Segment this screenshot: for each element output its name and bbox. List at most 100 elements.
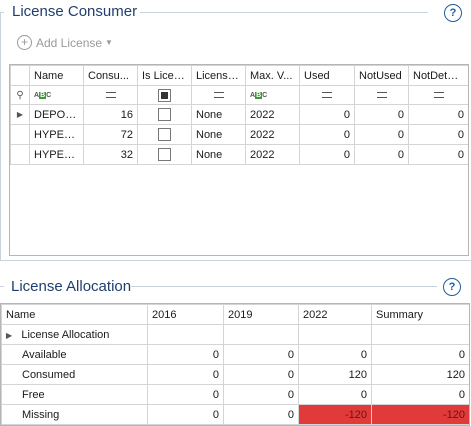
filter-not-used[interactable] <box>354 85 409 105</box>
column-header-summary[interactable]: Summary <box>371 304 469 325</box>
cell-2016[interactable]: 0 <box>147 384 224 405</box>
cell-name[interactable]: DEPOTS <box>29 104 84 125</box>
cell-2022[interactable]: 0 <box>298 384 372 405</box>
group-label: License Allocation <box>21 328 110 341</box>
cell-consumed[interactable]: 16 <box>83 104 138 125</box>
add-license-button[interactable]: + Add License ▼ <box>17 35 113 50</box>
cell-max-version[interactable]: 2022 <box>245 124 300 145</box>
cell-2016[interactable]: 0 <box>147 404 224 425</box>
license-consumer-section: License Consumer ? + Add License ▼ Name … <box>0 3 471 261</box>
plus-circle-icon: + <box>17 35 32 50</box>
allocation-grid: Name 2016 2019 2022 Summary ▶ License Al… <box>0 303 470 426</box>
cell-2019[interactable]: 0 <box>223 404 299 425</box>
equals-icon <box>213 92 224 98</box>
group-cell-summary <box>371 324 469 345</box>
filter-is-licensed[interactable] <box>137 85 192 105</box>
filter-name[interactable]: ABC <box>29 85 84 105</box>
cell-not-used[interactable]: 0 <box>354 144 409 165</box>
column-header-max-version[interactable]: Max. V... <box>245 65 300 86</box>
cell-2022[interactable]: 120 <box>298 364 372 385</box>
column-header-used[interactable]: Used <box>299 65 355 86</box>
cell-license[interactable]: None <box>191 144 246 165</box>
row-indicator <box>10 124 30 145</box>
cell-not-determined[interactable]: 0 <box>408 124 468 145</box>
table-row[interactable]: Free 0 0 0 0 <box>1 384 469 405</box>
filter-consumed[interactable] <box>83 85 138 105</box>
cell-consumed[interactable]: 72 <box>83 124 138 145</box>
column-header-2016[interactable]: 2016 <box>147 304 224 325</box>
equals-icon <box>105 92 116 98</box>
cell-summary[interactable]: 0 <box>371 384 469 405</box>
cell-license[interactable]: None <box>191 104 246 125</box>
group-cell-2022 <box>298 324 372 345</box>
table-row[interactable]: Available 0 0 0 0 <box>1 344 469 365</box>
cell-summary[interactable]: 120 <box>371 364 469 385</box>
filter-row: ⚲ ABC ABC <box>10 85 468 105</box>
cell-consumed[interactable]: 32 <box>83 144 138 165</box>
group-row-label[interactable]: ▶ License Allocation <box>1 324 148 345</box>
consumer-header-row: Name Consu... Is Licen... License... Max… <box>10 65 468 86</box>
help-icon[interactable]: ? <box>443 278 461 296</box>
table-row[interactable]: Consumed 0 0 120 120 <box>1 364 469 385</box>
cell-2019[interactable]: 0 <box>223 384 299 405</box>
cell-name[interactable]: HYPERV2 <box>29 144 84 165</box>
group-row[interactable]: ▶ License Allocation <box>1 324 469 345</box>
table-row[interactable]: Missing 0 0 -120 -120 <box>1 404 469 425</box>
consumer-table: Name Consu... Is Licen... License... Max… <box>10 65 468 165</box>
column-header-name[interactable]: Name <box>1 304 148 325</box>
cell-2019[interactable]: 0 <box>223 364 299 385</box>
row-indicator <box>10 144 30 165</box>
cell-is-licensed[interactable] <box>137 104 192 125</box>
table-row[interactable]: ▶ DEPOTS 16 None 2022 0 0 0 <box>10 104 468 125</box>
cell-not-used[interactable]: 0 <box>354 124 409 145</box>
row-indicator-header <box>10 65 30 86</box>
cell-name[interactable]: Missing <box>1 404 148 425</box>
help-icon[interactable]: ? <box>444 4 462 22</box>
cell-used[interactable]: 0 <box>299 144 355 165</box>
column-header-consumed[interactable]: Consu... <box>83 65 138 86</box>
cell-not-determined[interactable]: 0 <box>408 144 468 165</box>
table-row[interactable]: HYPERV2 32 None 2022 0 0 0 <box>10 144 468 165</box>
license-allocation-title: License Allocation <box>7 278 136 295</box>
cell-is-licensed[interactable] <box>137 144 192 165</box>
filter-license[interactable] <box>191 85 246 105</box>
cell-used[interactable]: 0 <box>299 124 355 145</box>
cell-2016[interactable]: 0 <box>147 344 224 365</box>
column-header-2019[interactable]: 2019 <box>223 304 299 325</box>
group-cell-2016 <box>147 324 224 345</box>
cell-is-licensed[interactable] <box>137 124 192 145</box>
cell-used[interactable]: 0 <box>299 104 355 125</box>
cell-name[interactable]: Consumed <box>1 364 148 385</box>
is-licensed-checkbox[interactable] <box>158 128 171 141</box>
is-licensed-checkbox[interactable] <box>158 108 171 121</box>
filter-not-determined[interactable] <box>408 85 468 105</box>
cell-name[interactable]: HYPERV1 <box>29 124 84 145</box>
filter-checkbox[interactable] <box>158 88 171 102</box>
cell-name[interactable]: Free <box>1 384 148 405</box>
text-filter-icon: ABC <box>34 91 52 99</box>
filter-used[interactable] <box>299 85 355 105</box>
column-header-license[interactable]: License... <box>191 65 246 86</box>
column-header-name[interactable]: Name <box>29 65 84 86</box>
column-header-not-used[interactable]: NotUsed <box>354 65 409 86</box>
cell-2019[interactable]: 0 <box>223 344 299 365</box>
table-row[interactable]: HYPERV1 72 None 2022 0 0 0 <box>10 124 468 145</box>
missing-cell-summary[interactable]: -120 <box>371 404 469 425</box>
cell-2016[interactable]: 0 <box>147 364 224 385</box>
cell-summary[interactable]: 0 <box>371 344 469 365</box>
cell-license[interactable]: None <box>191 124 246 145</box>
missing-cell-2022[interactable]: -120 <box>298 404 372 425</box>
cell-2022[interactable]: 0 <box>298 344 372 365</box>
column-header-not-determined[interactable]: NotDeter... <box>408 65 468 86</box>
filter-max-version[interactable]: ABC <box>245 85 300 105</box>
cell-not-used[interactable]: 0 <box>354 104 409 125</box>
allocation-table: Name 2016 2019 2022 Summary ▶ License Al… <box>1 304 469 425</box>
expand-icon[interactable]: ▶ <box>6 330 13 340</box>
column-header-2022[interactable]: 2022 <box>298 304 372 325</box>
cell-max-version[interactable]: 2022 <box>245 144 300 165</box>
cell-max-version[interactable]: 2022 <box>245 104 300 125</box>
cell-not-determined[interactable]: 0 <box>408 104 468 125</box>
is-licensed-checkbox[interactable] <box>158 148 171 161</box>
cell-name[interactable]: Available <box>1 344 148 365</box>
column-header-is-licensed[interactable]: Is Licen... <box>137 65 192 86</box>
